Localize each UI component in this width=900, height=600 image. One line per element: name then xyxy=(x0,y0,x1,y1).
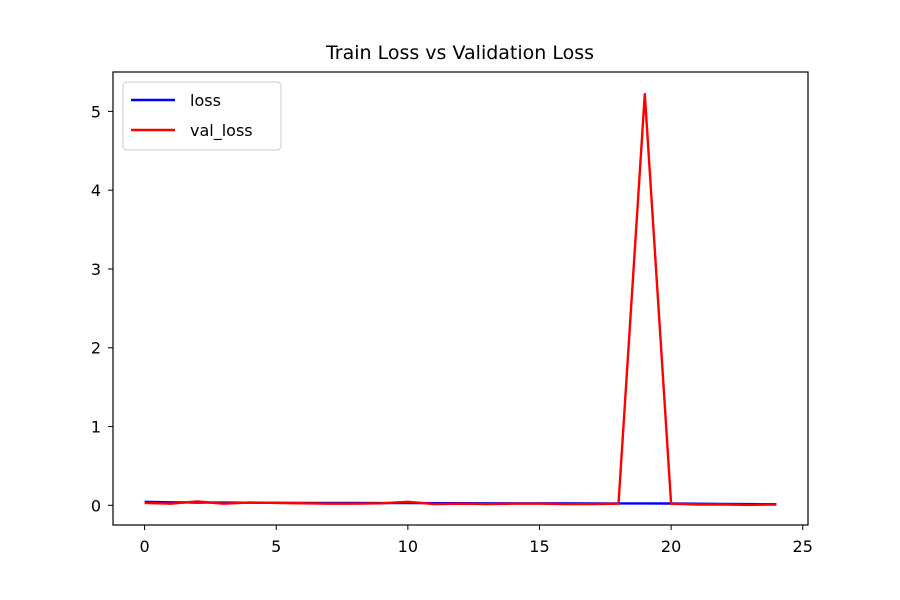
y-tick-label: 2 xyxy=(91,339,101,358)
y-axis: 0 1 2 3 4 5 xyxy=(91,102,113,515)
chart-title: Train Loss vs Validation Loss xyxy=(325,42,594,64)
plot-frame xyxy=(112,71,809,526)
y-tick-label: 1 xyxy=(91,418,101,437)
x-tick-label: 5 xyxy=(271,537,281,556)
y-tick-label: 5 xyxy=(91,102,101,121)
x-tick-label: 25 xyxy=(793,537,813,556)
y-tick-label: 3 xyxy=(91,260,101,279)
series-line-val_loss xyxy=(144,92,777,507)
y-tick-label: 0 xyxy=(91,496,101,515)
x-tick-label: 15 xyxy=(529,537,549,556)
x-tick-label: 0 xyxy=(139,537,149,556)
x-axis: 0 5 10 15 20 25 xyxy=(139,525,813,556)
y-tick-label: 4 xyxy=(91,181,101,200)
legend-label-loss: loss xyxy=(190,91,221,110)
x-tick-label: 10 xyxy=(398,537,418,556)
legend: loss val_loss xyxy=(122,81,282,151)
legend-label-val_loss: val_loss xyxy=(190,121,253,141)
plot-marks xyxy=(144,92,777,507)
x-tick-label: 20 xyxy=(661,537,681,556)
